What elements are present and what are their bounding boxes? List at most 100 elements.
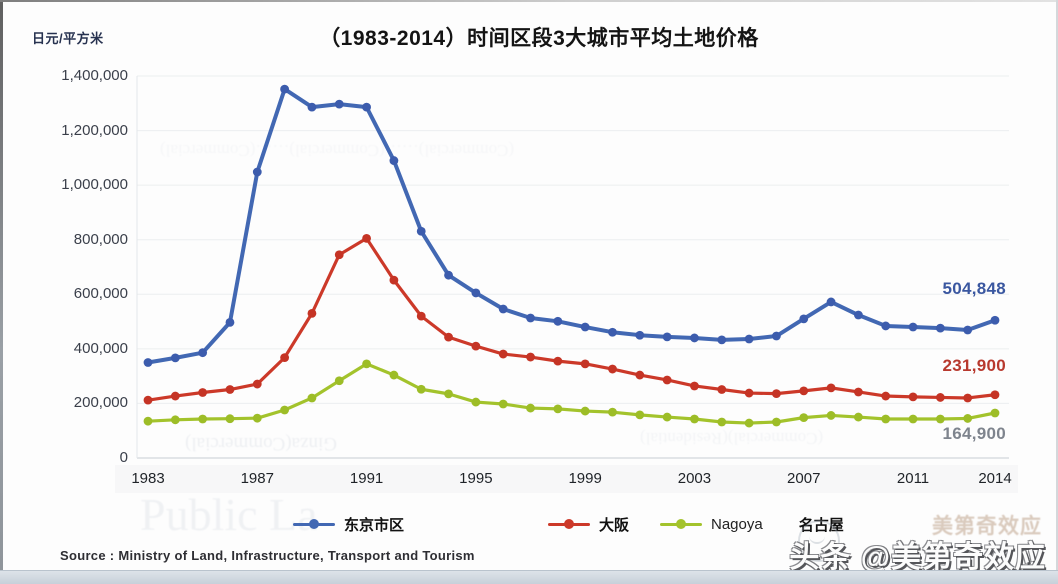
data-point <box>662 375 672 385</box>
data-point <box>471 397 481 407</box>
data-point <box>690 333 699 343</box>
data-point <box>963 414 973 423</box>
x-tick-label: 1987 <box>240 470 274 487</box>
data-point <box>225 414 235 424</box>
plot-area <box>136 75 1009 459</box>
data-point <box>608 407 617 417</box>
legend-item-tokyo[interactable]: 东京市区 <box>293 512 404 536</box>
data-point <box>225 317 235 327</box>
data-point <box>334 376 344 386</box>
data-point <box>553 356 563 366</box>
data-point <box>908 414 918 424</box>
x-tick-label: 2011 <box>896 470 930 487</box>
data-point <box>307 102 317 112</box>
data-point <box>799 314 809 324</box>
data-point <box>580 322 590 332</box>
left-edge-border <box>0 0 3 584</box>
legend-item-osaka[interactable]: 大阪 <box>548 512 629 536</box>
data-point <box>881 414 891 424</box>
data-point <box>280 84 290 94</box>
data-point <box>935 393 945 402</box>
data-point <box>662 412 672 422</box>
data-point <box>580 406 590 416</box>
data-point <box>963 393 973 403</box>
data-point <box>799 413 809 423</box>
bottom-edge-strip <box>0 570 1058 584</box>
data-point <box>826 297 836 307</box>
data-point <box>362 102 371 112</box>
data-point <box>362 359 371 369</box>
x-tick-label: 1991 <box>349 470 384 487</box>
data-point <box>826 411 836 420</box>
data-point <box>772 389 781 399</box>
y-tick-label: 600,000 <box>73 285 128 303</box>
data-point <box>143 416 153 426</box>
end-value-label-东京市区: 504,848 <box>942 279 1006 299</box>
data-point <box>389 275 399 285</box>
data-point <box>881 321 891 331</box>
data-point <box>252 413 262 423</box>
data-point <box>963 325 973 335</box>
data-point <box>772 417 781 427</box>
x-tick-label: 2007 <box>787 470 821 487</box>
data-point <box>280 405 290 415</box>
data-point <box>990 315 1000 325</box>
watermark-ghost-text: 美第奇效应 <box>932 515 1042 538</box>
data-point <box>935 323 945 333</box>
data-point <box>635 410 645 420</box>
data-point <box>853 310 863 320</box>
data-point <box>608 364 617 374</box>
nagoya-line-marker-icon <box>660 519 702 529</box>
data-point <box>526 403 535 413</box>
data-point <box>444 270 453 280</box>
data-point <box>170 415 180 425</box>
y-tick-label: 1,200,000 <box>61 121 128 139</box>
data-point <box>908 392 918 402</box>
data-point <box>553 316 563 326</box>
data-point <box>580 359 590 369</box>
data-point <box>690 381 699 391</box>
x-axis-band <box>115 465 1018 493</box>
series-line-Nagoya 名古屋 <box>146 362 997 425</box>
data-point <box>143 395 153 405</box>
data-point <box>526 352 535 362</box>
data-point <box>198 348 208 358</box>
data-point <box>826 383 836 393</box>
data-point <box>553 404 563 414</box>
data-point <box>198 414 208 424</box>
legend-label-osaka: 大阪 <box>599 516 630 534</box>
y-tick-label: 200,000 <box>73 394 128 412</box>
data-point <box>416 226 426 236</box>
data-point <box>881 391 891 401</box>
y-tick-label: 1,400,000 <box>61 67 128 84</box>
data-point <box>772 331 781 341</box>
watermark-text: 头条 @美第奇效应 <box>789 541 1046 574</box>
data-point <box>471 341 481 351</box>
data-point <box>990 390 1000 400</box>
osaka-line-marker-icon <box>548 519 590 529</box>
data-point <box>198 388 208 397</box>
data-point <box>935 414 945 424</box>
data-point <box>252 167 262 177</box>
y-tick-label: 0 <box>119 449 128 466</box>
legend-label-tokyo: 东京市区 <box>344 516 405 534</box>
x-tick-label: 1995 <box>459 470 493 487</box>
y-tick-label: 800,000 <box>73 230 128 248</box>
data-point <box>334 250 344 260</box>
data-point <box>717 385 727 394</box>
x-tick-label: 2014 <box>978 470 1012 487</box>
data-point <box>498 399 508 409</box>
data-point <box>416 311 426 321</box>
legend-label-nagoya-latin: Nagoya <box>711 515 763 533</box>
data-point <box>717 335 727 345</box>
top-edge-border <box>0 0 1058 2</box>
toutiao-logo-icon <box>798 520 840 562</box>
data-point <box>444 389 453 399</box>
data-point <box>170 353 180 363</box>
data-point <box>853 387 863 397</box>
data-point <box>744 334 754 344</box>
data-point <box>908 322 918 332</box>
x-tick-label: 1999 <box>568 470 602 487</box>
data-point <box>280 353 290 362</box>
